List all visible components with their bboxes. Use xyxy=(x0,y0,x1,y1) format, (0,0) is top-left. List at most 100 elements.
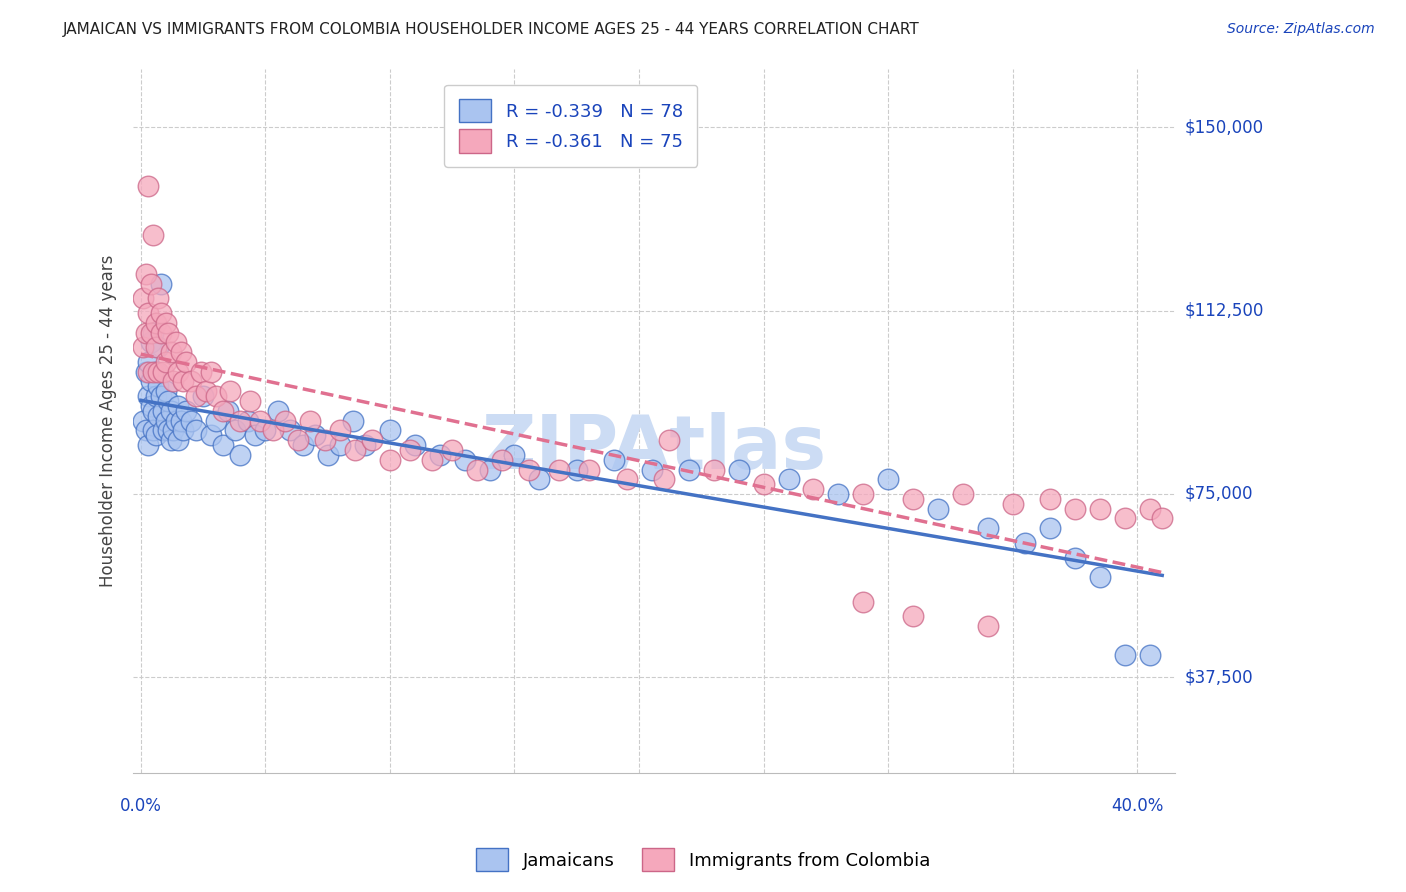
Point xyxy=(378,452,401,467)
Point xyxy=(616,472,638,486)
Point xyxy=(503,448,526,462)
Point xyxy=(135,326,157,340)
Point xyxy=(180,414,202,428)
Point xyxy=(155,384,177,399)
Point xyxy=(132,291,155,305)
Point xyxy=(565,462,588,476)
Point xyxy=(1088,501,1111,516)
Point xyxy=(245,428,267,442)
Point xyxy=(162,375,184,389)
Point xyxy=(149,277,172,291)
Point xyxy=(778,472,800,486)
Point xyxy=(1014,536,1036,550)
Point xyxy=(172,375,194,389)
Point xyxy=(827,487,849,501)
Point xyxy=(145,389,167,403)
Point xyxy=(142,365,165,379)
Text: JAMAICAN VS IMMIGRANTS FROM COLOMBIA HOUSEHOLDER INCOME AGES 25 - 44 YEARS CORRE: JAMAICAN VS IMMIGRANTS FROM COLOMBIA HOU… xyxy=(63,22,920,37)
Point xyxy=(174,355,197,369)
Point xyxy=(420,452,443,467)
Point xyxy=(152,404,174,418)
Point xyxy=(135,424,157,438)
Point xyxy=(165,414,187,428)
Point xyxy=(167,399,190,413)
Point xyxy=(1139,648,1161,663)
Point xyxy=(287,433,309,447)
Point xyxy=(267,404,290,418)
Text: $112,500: $112,500 xyxy=(1185,301,1264,319)
Point xyxy=(169,345,191,359)
Legend: R = -0.339   N = 78, R = -0.361   N = 75: R = -0.339 N = 78, R = -0.361 N = 75 xyxy=(444,85,697,167)
Point xyxy=(172,424,194,438)
Point xyxy=(703,462,725,476)
Point xyxy=(1152,511,1174,525)
Point xyxy=(1139,501,1161,516)
Point xyxy=(136,365,159,379)
Point xyxy=(361,433,384,447)
Point xyxy=(180,375,202,389)
Y-axis label: Householder Income Ages 25 - 44 years: Householder Income Ages 25 - 44 years xyxy=(100,254,117,587)
Point xyxy=(152,365,174,379)
Point xyxy=(136,438,159,452)
Text: $37,500: $37,500 xyxy=(1185,668,1253,686)
Point xyxy=(139,399,162,413)
Point xyxy=(184,424,207,438)
Point xyxy=(1064,501,1087,516)
Point xyxy=(314,433,336,447)
Point xyxy=(184,389,207,403)
Point xyxy=(877,472,900,486)
Point xyxy=(142,424,165,438)
Point xyxy=(194,384,217,399)
Point xyxy=(1088,570,1111,584)
Point xyxy=(316,448,339,462)
Point xyxy=(139,277,162,291)
Point xyxy=(157,394,180,409)
Point xyxy=(927,501,949,516)
Point xyxy=(344,442,367,457)
Point xyxy=(304,428,326,442)
Point xyxy=(274,414,297,428)
Point xyxy=(200,365,222,379)
Text: 40.0%: 40.0% xyxy=(1111,797,1164,815)
Point xyxy=(852,487,875,501)
Point xyxy=(155,316,177,330)
Point xyxy=(229,414,252,428)
Point xyxy=(142,404,165,418)
Point xyxy=(901,491,924,506)
Point xyxy=(148,379,170,393)
Point xyxy=(190,365,212,379)
Point xyxy=(578,462,600,476)
Point xyxy=(901,609,924,624)
Point xyxy=(145,340,167,354)
Point xyxy=(249,414,271,428)
Point xyxy=(159,345,181,359)
Text: 0.0%: 0.0% xyxy=(120,797,162,815)
Point xyxy=(132,414,155,428)
Point xyxy=(149,389,172,403)
Point xyxy=(1001,497,1024,511)
Point xyxy=(165,335,187,350)
Text: $150,000: $150,000 xyxy=(1185,119,1264,136)
Point xyxy=(236,414,259,428)
Text: $75,000: $75,000 xyxy=(1185,485,1253,503)
Point xyxy=(152,424,174,438)
Point xyxy=(548,462,571,476)
Point xyxy=(136,178,159,193)
Point xyxy=(603,452,626,467)
Point xyxy=(752,477,775,491)
Point xyxy=(169,414,191,428)
Point xyxy=(148,409,170,423)
Point xyxy=(155,414,177,428)
Point xyxy=(977,619,1000,633)
Point xyxy=(977,521,1000,535)
Point xyxy=(136,389,159,403)
Point xyxy=(135,267,157,281)
Point xyxy=(167,365,190,379)
Point xyxy=(148,365,170,379)
Legend: Jamaicans, Immigrants from Colombia: Jamaicans, Immigrants from Colombia xyxy=(468,841,938,879)
Point xyxy=(299,414,322,428)
Point xyxy=(239,394,262,409)
Point xyxy=(329,438,352,452)
Point xyxy=(399,442,422,457)
Point xyxy=(852,594,875,608)
